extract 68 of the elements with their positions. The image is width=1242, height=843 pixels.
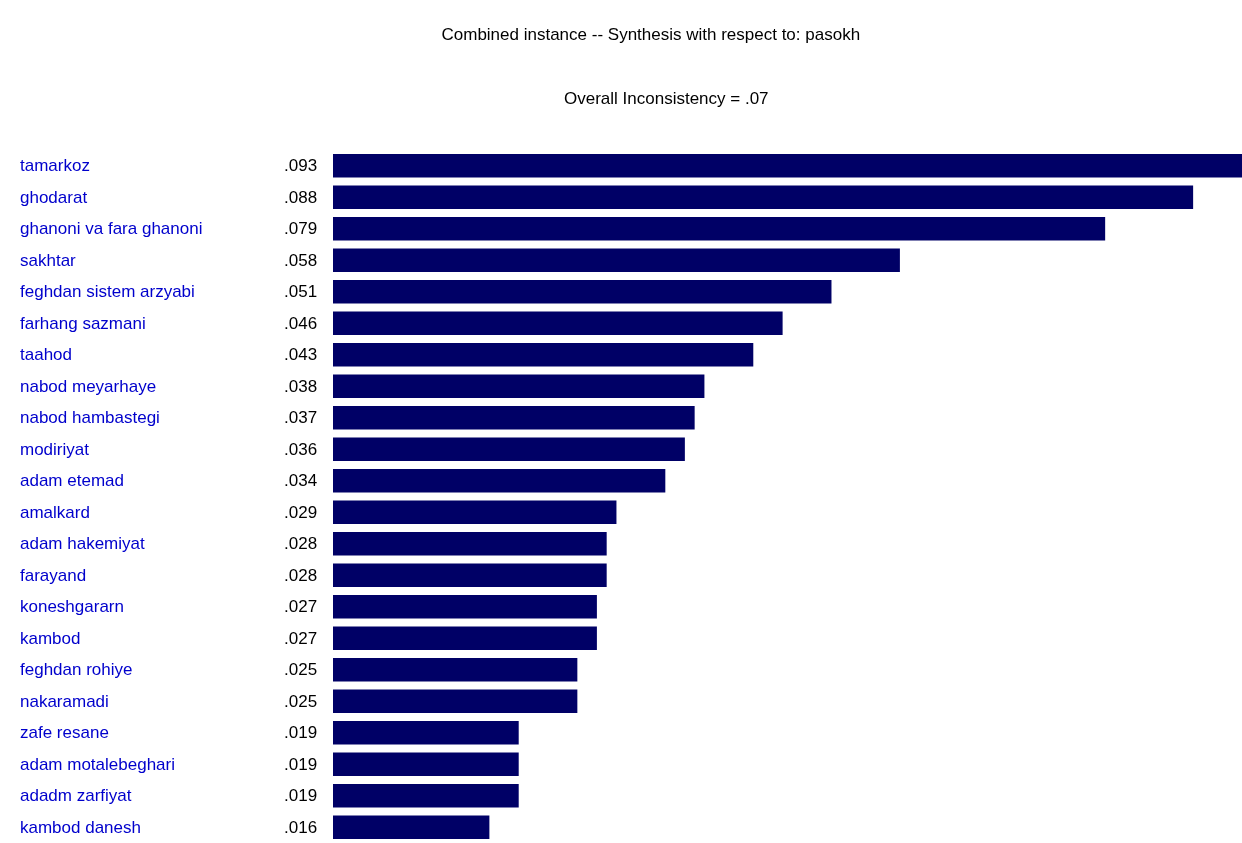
y-tick-label: ghodarat (20, 188, 88, 207)
y-tick-label: nakaramadi (20, 692, 109, 711)
data-label: .037 (284, 408, 318, 427)
data-label: .036 (284, 440, 318, 459)
data-label: .019 (284, 755, 318, 774)
bar (333, 531, 607, 556)
bar (333, 248, 900, 273)
data-label: .051 (284, 282, 318, 301)
data-label: .043 (284, 345, 318, 364)
data-label: .079 (284, 219, 318, 238)
bar (333, 783, 519, 808)
y-tick-label: kambod (20, 629, 81, 648)
bar (333, 342, 754, 367)
y-tick-label: taahod (20, 345, 72, 364)
data-label: .019 (284, 786, 318, 805)
data-label: .034 (284, 471, 318, 490)
data-label: .058 (284, 251, 318, 270)
y-tick-label: amalkard (20, 503, 90, 522)
data-label: .019 (284, 723, 318, 742)
data-label: .029 (284, 503, 318, 522)
data-label: .028 (284, 566, 318, 585)
data-label: .025 (284, 660, 318, 679)
bar (333, 279, 832, 304)
y-tick-label: nabod meyarhaye (20, 377, 157, 396)
bar (333, 311, 783, 336)
bar (333, 405, 695, 430)
y-tick-label: sakhtar (20, 251, 77, 270)
bar (333, 437, 685, 462)
data-label: .038 (284, 377, 318, 396)
y-tick-label: farayand (20, 566, 87, 585)
bar (333, 468, 666, 493)
bar (333, 374, 705, 399)
bar (333, 594, 597, 619)
data-label: .028 (284, 534, 318, 553)
y-tick-label: farhang sazmani (20, 314, 146, 333)
bar (333, 500, 617, 525)
y-tick-label: adam motalebeghari (20, 755, 175, 774)
y-tick-label: ghanoni va fara ghanoni (20, 219, 203, 238)
bar (333, 216, 1106, 241)
y-tick-label: adam etemad (20, 471, 124, 490)
data-label: .093 (284, 156, 318, 175)
data-label: .088 (284, 188, 318, 207)
data-label: .025 (284, 692, 318, 711)
chart-subtitle: Overall Inconsistency = .07 (564, 89, 769, 108)
y-tick-label: adadm zarfiyat (20, 786, 132, 805)
bar (333, 815, 490, 840)
y-tick-label: feghdan sistem arzyabi (20, 282, 195, 301)
bar (333, 626, 597, 651)
y-tick-label: adam hakemiyat (20, 534, 145, 553)
bar (333, 185, 1194, 210)
bar (333, 153, 1242, 178)
y-tick-label: koneshgararn (20, 597, 124, 616)
data-label: .027 (284, 629, 318, 648)
y-tick-label: nabod hambastegi (20, 408, 160, 427)
bar (333, 563, 607, 588)
data-label: .027 (284, 597, 318, 616)
y-tick-label: modiriyat (20, 440, 90, 459)
bar (333, 657, 578, 682)
chart-title: Combined instance -- Synthesis with respect to: pasokh (441, 24, 861, 44)
data-label: .046 (284, 314, 318, 333)
y-tick-label: kambod danesh (20, 818, 141, 837)
y-tick-label: tamarkoz (20, 156, 90, 175)
bar (333, 720, 519, 745)
bar (333, 689, 578, 714)
data-label: .016 (284, 818, 318, 837)
y-tick-label: feghdan rohiye (20, 660, 133, 679)
y-tick-label: zafe resane (20, 723, 109, 742)
bar (333, 752, 519, 777)
